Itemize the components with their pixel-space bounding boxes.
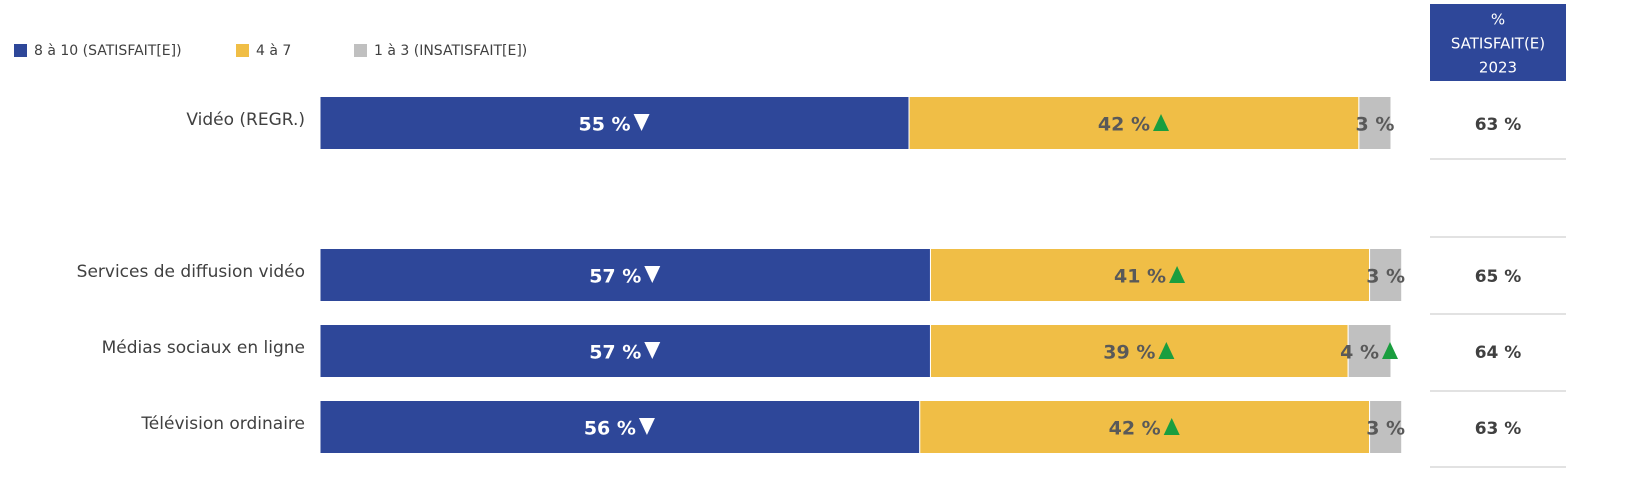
legend-label: 8 à 10 (SATISFAIT[E]) bbox=[34, 43, 182, 59]
bar-segment bbox=[319, 96, 910, 150]
value-label: 55 % bbox=[578, 114, 630, 136]
bar-segment bbox=[908, 96, 1360, 150]
bar-segment bbox=[319, 400, 921, 454]
trend-up bbox=[1169, 266, 1186, 283]
value-label: 3 % bbox=[1355, 114, 1394, 136]
value-label: 42 % bbox=[1098, 114, 1150, 136]
side-value: 63 % bbox=[1475, 115, 1522, 135]
value-label: 3 % bbox=[1366, 266, 1405, 288]
value-label: 42 % bbox=[1109, 418, 1161, 440]
legend-label: 4 à 7 bbox=[256, 43, 291, 59]
bar-segment bbox=[929, 248, 1371, 302]
legend-swatch bbox=[236, 44, 249, 57]
trend-down bbox=[644, 266, 661, 283]
side-header: SATISFAIT(E) bbox=[1451, 35, 1545, 53]
category-label: Télévision ordinaire bbox=[140, 414, 305, 434]
trend-up bbox=[1158, 342, 1175, 359]
trend-up bbox=[1382, 342, 1399, 359]
trend-down bbox=[638, 418, 655, 435]
value-label: 57 % bbox=[589, 342, 641, 364]
bar-segment bbox=[319, 248, 931, 302]
bar-segment bbox=[1369, 248, 1403, 302]
value-label: 41 % bbox=[1114, 266, 1166, 288]
category-label: Vidéo (REGR.) bbox=[186, 110, 305, 130]
bar-segment bbox=[1347, 324, 1392, 378]
value-label: 56 % bbox=[584, 418, 636, 440]
trend-down bbox=[633, 114, 650, 131]
trend-up bbox=[1153, 114, 1170, 131]
value-label: 3 % bbox=[1366, 418, 1405, 440]
side-header: 2023 bbox=[1479, 59, 1517, 77]
legend-swatch bbox=[354, 44, 367, 57]
bar-segment bbox=[1358, 96, 1392, 150]
category-label: Services de diffusion vidéo bbox=[77, 262, 305, 282]
legend-label: 1 à 3 (INSATISFAIT[E]) bbox=[374, 43, 527, 59]
trend-up bbox=[1163, 418, 1180, 435]
bar-segment bbox=[919, 400, 1371, 454]
value-label: 4 % bbox=[1340, 342, 1379, 364]
side-header: % bbox=[1491, 11, 1505, 29]
side-value: 63 % bbox=[1475, 419, 1522, 439]
side-value: 64 % bbox=[1475, 343, 1522, 363]
legend-swatch bbox=[14, 44, 27, 57]
category-label: Médias sociaux en ligne bbox=[102, 338, 305, 358]
value-label: 39 % bbox=[1103, 342, 1155, 364]
value-label: 57 % bbox=[589, 266, 641, 288]
side-header-bg bbox=[1430, 4, 1566, 81]
side-value: 65 % bbox=[1475, 267, 1522, 287]
trend-down bbox=[644, 342, 661, 359]
bar-segment bbox=[1369, 400, 1403, 454]
